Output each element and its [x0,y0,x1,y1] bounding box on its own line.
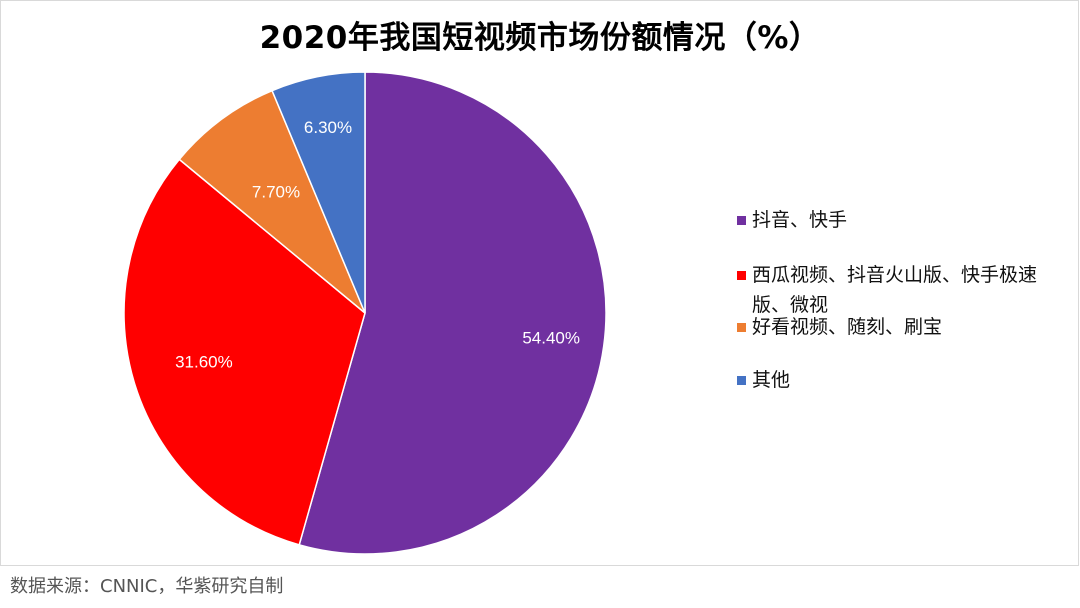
source-note: 数据来源：CNNIC，华紫研究自制 [10,576,284,597]
legend-swatch [737,323,746,332]
pie-chart: 54.40% 31.60% 7.70% 6.30% [123,71,607,555]
legend-label: 西瓜视频、抖音火山版、快手极速版、微视 [752,264,1038,316]
legend-label: 好看视频、随刻、刷宝 [752,316,943,338]
pie-slice-2 [123,158,366,546]
legend-swatch [737,216,746,225]
legend-swatch [737,376,746,385]
pie-slice-4 [271,71,366,314]
pie-data-label-2: 31.60% [175,353,233,372]
legend-item-4: 其他 [737,365,1067,395]
pie-data-label-4: 6.30% [304,118,352,137]
legend-swatch [737,271,746,280]
legend-item-2: 西瓜视频、抖音火山版、快手极速版、微视 [737,260,1067,320]
pie-data-label-1: 54.40% [522,328,580,347]
legend-label: 其他 [752,369,791,391]
legend-item-3: 好看视频、随刻、刷宝 [737,312,1067,342]
pie-data-label-3: 7.70% [252,182,300,201]
pie-slice-1 [298,71,607,555]
chart-title: 2020年我国短视频市场份额情况（%） [259,20,821,56]
legend-item-1: 抖音、快手 [737,205,1067,235]
pie-data-labels: 54.40% 31.60% 7.70% 6.30% [175,118,580,371]
legend-label: 抖音、快手 [752,209,848,231]
pie-slice-3 [178,89,366,314]
pie-slices [123,71,607,555]
